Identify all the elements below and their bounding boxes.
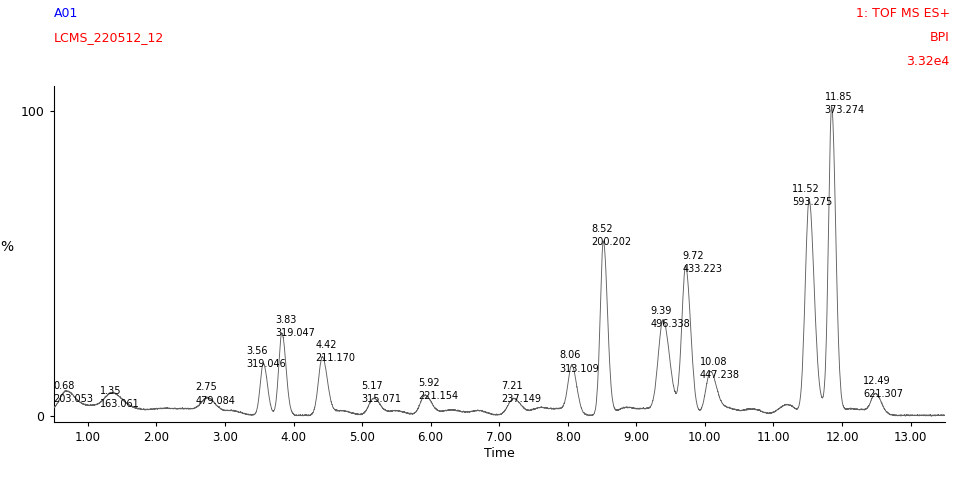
Text: 5.17: 5.17 xyxy=(361,381,383,391)
Text: 373.274: 373.274 xyxy=(825,106,865,115)
Text: 211.170: 211.170 xyxy=(316,353,356,363)
Text: 10.08: 10.08 xyxy=(700,357,728,367)
Text: 11.52: 11.52 xyxy=(792,184,820,194)
Text: 163.061: 163.061 xyxy=(99,399,139,408)
Text: 319.046: 319.046 xyxy=(246,359,286,369)
Text: LCMS_220512_12: LCMS_220512_12 xyxy=(54,31,164,44)
Text: 479.084: 479.084 xyxy=(196,396,236,406)
Text: 433.223: 433.223 xyxy=(682,264,722,274)
Text: 447.238: 447.238 xyxy=(700,370,740,380)
Text: 200.202: 200.202 xyxy=(591,237,631,247)
Text: 496.338: 496.338 xyxy=(651,319,691,329)
Text: 0.68: 0.68 xyxy=(54,381,75,391)
Text: 8.52: 8.52 xyxy=(591,224,613,234)
Text: 621.307: 621.307 xyxy=(863,389,903,399)
Text: 9.39: 9.39 xyxy=(651,306,672,316)
Text: 4.42: 4.42 xyxy=(316,340,337,350)
Text: 3.32e4: 3.32e4 xyxy=(907,55,950,68)
Text: 11.85: 11.85 xyxy=(825,92,852,102)
Text: 9.72: 9.72 xyxy=(682,251,704,261)
Text: 315.071: 315.071 xyxy=(361,394,401,404)
Text: 3.83: 3.83 xyxy=(275,315,296,325)
Text: A01: A01 xyxy=(54,7,78,20)
Text: 12.49: 12.49 xyxy=(863,376,891,386)
Text: BPI: BPI xyxy=(930,31,950,44)
Text: 8.06: 8.06 xyxy=(559,350,581,360)
X-axis label: Time: Time xyxy=(484,447,514,460)
Text: 5.92: 5.92 xyxy=(418,378,440,388)
Y-axis label: %: % xyxy=(0,240,14,254)
Text: 203.053: 203.053 xyxy=(54,394,94,404)
Text: 237.149: 237.149 xyxy=(502,394,542,404)
Text: 2.75: 2.75 xyxy=(196,383,217,393)
Text: 1: TOF MS ES+: 1: TOF MS ES+ xyxy=(855,7,950,20)
Text: 7.21: 7.21 xyxy=(502,381,523,391)
Text: 593.275: 593.275 xyxy=(792,197,832,207)
Text: 3.56: 3.56 xyxy=(246,346,268,356)
Text: 313.109: 313.109 xyxy=(559,363,599,373)
Text: 221.154: 221.154 xyxy=(418,391,459,401)
Text: 1.35: 1.35 xyxy=(99,385,121,396)
Text: 319.047: 319.047 xyxy=(275,328,315,338)
